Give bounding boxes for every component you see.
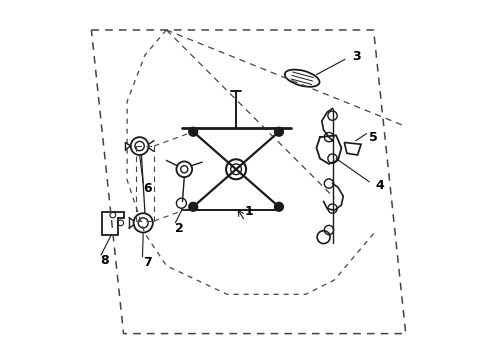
Text: 3: 3 <box>352 50 361 63</box>
Text: 5: 5 <box>369 131 378 144</box>
Circle shape <box>275 127 283 136</box>
Text: 8: 8 <box>100 254 109 267</box>
Circle shape <box>189 127 197 136</box>
Text: 7: 7 <box>143 256 152 269</box>
Text: 2: 2 <box>175 222 184 235</box>
Text: 1: 1 <box>245 205 254 218</box>
Text: 6: 6 <box>143 183 152 195</box>
Circle shape <box>189 203 197 211</box>
Text: 4: 4 <box>375 179 384 192</box>
Circle shape <box>275 203 283 211</box>
